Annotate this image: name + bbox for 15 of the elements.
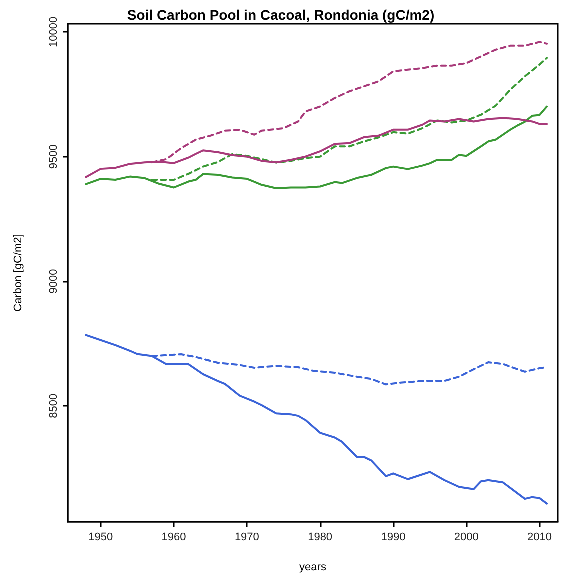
x-tick-label: 2000 bbox=[454, 532, 479, 544]
y-tick-label: 10000 bbox=[48, 16, 60, 48]
y-tick-label: 9000 bbox=[48, 269, 60, 294]
x-tick-label: 1950 bbox=[88, 532, 114, 544]
x-tick-label: 1980 bbox=[308, 532, 333, 544]
x-axis-title: years bbox=[300, 562, 327, 574]
x-tick-label: 1990 bbox=[381, 532, 406, 544]
x-tick-label: 2010 bbox=[527, 532, 552, 544]
y-tick-label: 9500 bbox=[48, 144, 60, 170]
x-tick-label: 1970 bbox=[234, 532, 260, 544]
y-tick-label: 8500 bbox=[48, 394, 60, 418]
chart-title: Soil Carbon Pool in Cacoal, Rondonia (gC/m2) bbox=[127, 7, 435, 23]
line-series bbox=[85, 334, 548, 505]
y-axis-title: Carbon [gC/m2] bbox=[12, 234, 24, 312]
x-tick-label: 1960 bbox=[162, 532, 186, 544]
